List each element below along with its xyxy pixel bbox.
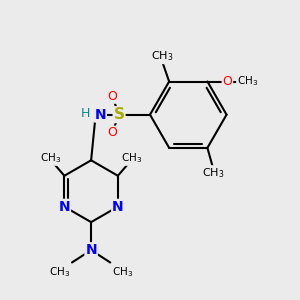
Text: S: S bbox=[114, 107, 124, 122]
Text: CH$_3$: CH$_3$ bbox=[112, 266, 134, 279]
Text: N: N bbox=[112, 200, 124, 214]
Text: CH$_3$: CH$_3$ bbox=[49, 266, 70, 279]
Text: CH$_3$: CH$_3$ bbox=[121, 151, 142, 165]
Text: N: N bbox=[58, 200, 70, 214]
Text: N: N bbox=[85, 243, 97, 257]
Text: O: O bbox=[107, 126, 117, 140]
Text: O: O bbox=[107, 90, 117, 103]
Text: CH$_3$: CH$_3$ bbox=[202, 166, 224, 180]
Text: CH$_3$: CH$_3$ bbox=[40, 151, 62, 165]
Text: N: N bbox=[94, 108, 106, 122]
Text: O: O bbox=[223, 75, 232, 88]
Text: CH$_3$: CH$_3$ bbox=[237, 75, 258, 88]
Text: H: H bbox=[80, 107, 90, 120]
Text: CH$_3$: CH$_3$ bbox=[151, 50, 173, 63]
